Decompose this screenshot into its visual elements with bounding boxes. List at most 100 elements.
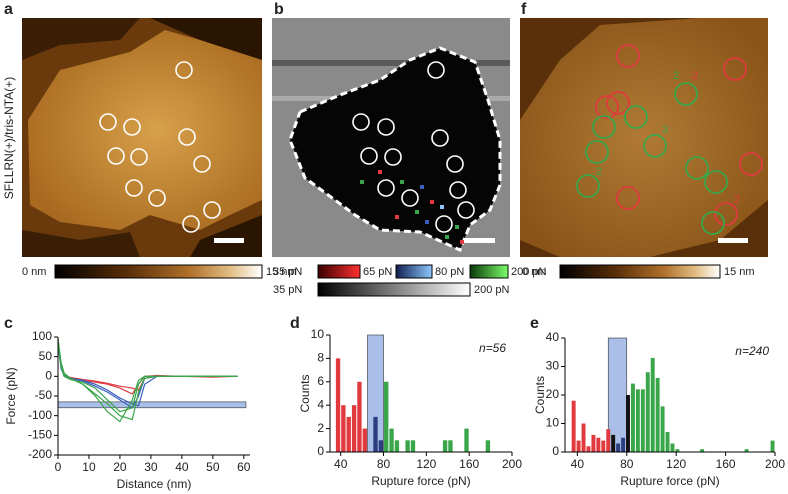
image-b (272, 18, 510, 257)
histogram-bar (394, 440, 400, 452)
colorbar-label: 200 pN (511, 266, 547, 278)
histogram-bar (346, 416, 351, 452)
colorbar-label: 0 nm (522, 266, 546, 278)
colorbar-label: 35 pN (273, 284, 302, 296)
histogram-bar (626, 395, 630, 452)
histogram-bar (770, 440, 775, 452)
x-tick-label: 60 (237, 460, 251, 474)
annotation: n=56 (479, 341, 506, 355)
x-tick-label: 40 (334, 457, 348, 471)
row-label: SFLLRN(+)/tris-NTA(+) (2, 77, 16, 199)
histogram-bar (571, 400, 576, 452)
image-label: 2 (734, 194, 740, 206)
x-tick-label: 200 (502, 457, 522, 471)
y-tick-label: 40 (546, 330, 560, 344)
histogram-bar (675, 449, 680, 452)
histogram-bar (616, 443, 621, 452)
y-tick-label: 4 (317, 397, 324, 411)
panel-label: d (290, 315, 300, 332)
y-tick-label: 50 (39, 349, 53, 363)
colorbar-label: 15 nm (266, 266, 297, 278)
panel-label: b (274, 1, 284, 18)
x-axis-label: Rupture force (pN) (371, 474, 470, 488)
histogram-bar (373, 416, 378, 452)
image-a (22, 18, 262, 257)
colorbar-label: 0 nm (22, 266, 46, 278)
histogram-bar (635, 389, 640, 452)
x-tick-label: 40 (571, 457, 585, 471)
panel-label: c (4, 315, 13, 332)
histogram-bar (744, 449, 749, 452)
y-axis-label: Counts (533, 376, 547, 414)
colorbar (469, 264, 509, 279)
panel-label: e (530, 315, 539, 332)
x-tick-label: 20 (113, 460, 127, 474)
panel-label: a (4, 1, 13, 18)
image-label: 3 (662, 124, 668, 136)
y-tick-label: -100 (28, 408, 52, 422)
image-label: 2 (692, 70, 698, 82)
y-tick-label: -50 (35, 388, 53, 402)
y-tick-label: 6 (317, 374, 324, 388)
histogram-bar (576, 440, 581, 452)
histogram-bar (665, 432, 670, 452)
histogram-bar (591, 434, 596, 452)
histogram-bar (700, 449, 705, 452)
histogram-bar (362, 428, 367, 452)
x-tick-label: 80 (377, 457, 391, 471)
histogram-bar (611, 434, 616, 452)
x-tick-label: 50 (206, 460, 220, 474)
histogram-bar (650, 357, 655, 452)
y-tick-label: 2 (317, 421, 324, 435)
y-tick-label: 8 (317, 351, 324, 365)
histogram-bar (448, 440, 453, 452)
colorbar (559, 264, 721, 279)
histogram-bar (410, 440, 416, 452)
histogram-bar (596, 437, 601, 452)
histogram-bar (384, 381, 389, 452)
image-label: 2 (673, 70, 679, 82)
colorbar (54, 264, 263, 279)
colorbar (395, 264, 433, 279)
colorbar-label: 200 pN (474, 284, 510, 296)
histogram-bar (586, 446, 591, 452)
y-tick-label: 10 (546, 416, 560, 430)
y-tick-label: 100 (32, 329, 52, 343)
histogram-bar (645, 372, 650, 452)
histogram-bar (660, 406, 665, 452)
histogram-bar (621, 437, 626, 452)
histogram-bar (581, 423, 586, 452)
colorbar-label: 15 nm (724, 266, 755, 278)
histogram-bar (670, 443, 675, 452)
threshold-band (607, 337, 628, 453)
x-axis-label: Distance (nm) (117, 477, 192, 491)
x-tick-label: 80 (620, 457, 634, 471)
threshold-band (57, 401, 247, 409)
colorbar (317, 264, 361, 279)
y-tick-label: 0 (45, 369, 52, 383)
histogram-bar (640, 389, 645, 452)
colorbar-label: 35 pN (273, 266, 302, 278)
y-tick-label: -200 (28, 447, 52, 461)
colorbar (317, 282, 471, 297)
x-tick-label: 120 (416, 457, 436, 471)
x-tick-label: 160 (459, 457, 479, 471)
y-tick-label: 20 (546, 387, 560, 401)
histogram-bar (464, 428, 469, 452)
x-tick-label: 10 (82, 460, 96, 474)
image-f (520, 18, 768, 257)
force-curve (57, 342, 238, 407)
histogram-bar (630, 383, 635, 452)
x-axis-label: Rupture force (pN) (620, 474, 719, 488)
colorbar-label: 80 pN (435, 266, 464, 278)
histogram-bar (389, 428, 394, 452)
annotation: n=240 (735, 344, 769, 358)
histogram-bar (341, 405, 346, 452)
histogram-bar (405, 440, 410, 452)
y-axis-label: Force (pN) (4, 367, 18, 424)
histogram-bar (655, 377, 660, 452)
histogram-bar (601, 440, 606, 452)
x-tick-label: 40 (175, 460, 189, 474)
y-tick-label: 0 (552, 444, 559, 458)
histogram-bar (357, 381, 362, 452)
